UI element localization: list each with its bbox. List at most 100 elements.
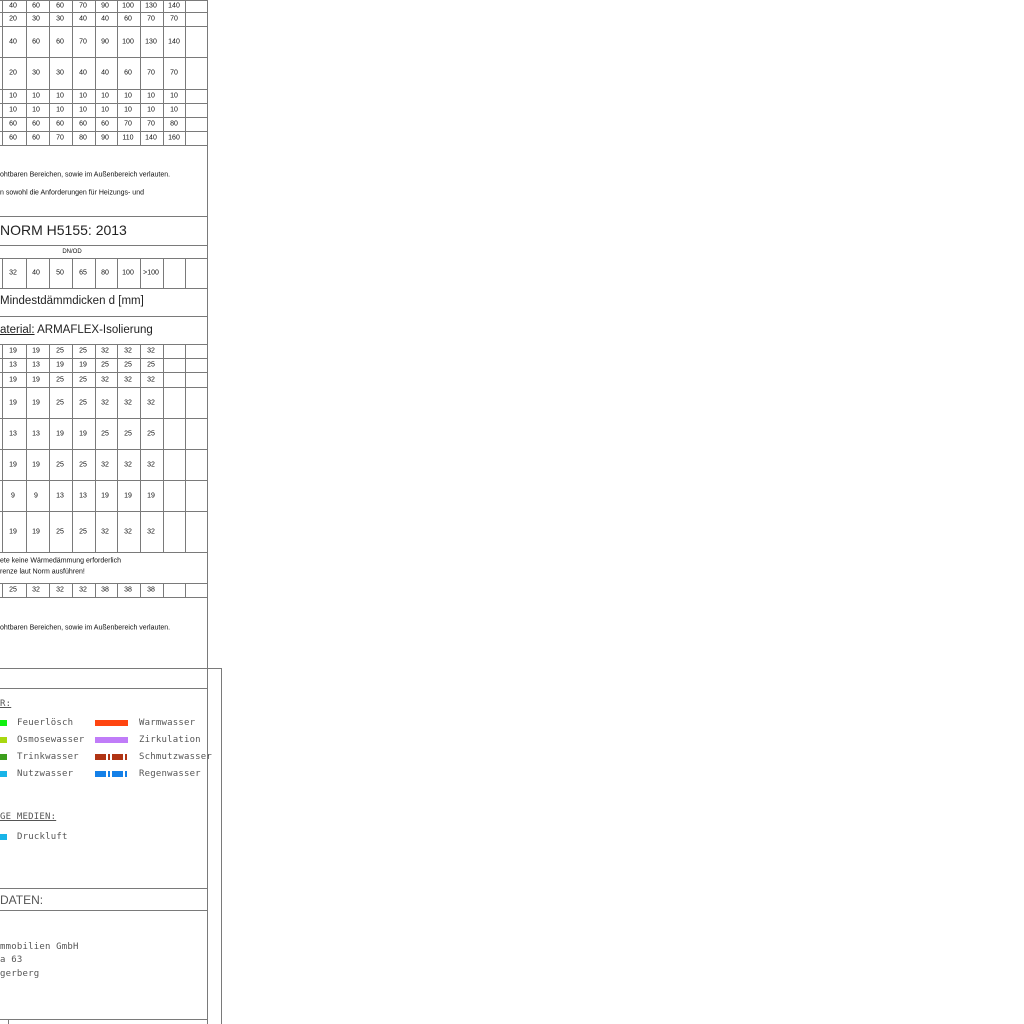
table-cell: 70 <box>56 134 64 142</box>
min-thickness-label: Mindestdämmdicken d [mm] <box>0 295 144 307</box>
horizontal-line <box>0 89 208 90</box>
vertical-line <box>95 0 96 145</box>
vertical-line <box>185 583 186 597</box>
table-cell: 32 <box>9 269 17 277</box>
legend-label: Warmwasser <box>139 718 196 728</box>
legend-swatch <box>0 737 7 743</box>
vertical-line <box>185 258 186 288</box>
horizontal-line <box>0 387 208 388</box>
vertical-line <box>49 583 50 597</box>
table-cell: 19 <box>32 399 40 406</box>
table-cell: 25 <box>79 347 87 355</box>
table-cell: 70 <box>79 38 87 45</box>
client-city: gerberg <box>0 969 40 979</box>
table-cell: 19 <box>32 461 40 468</box>
horizontal-line <box>0 103 208 104</box>
table-cell: 25 <box>56 399 64 406</box>
vertical-line <box>26 583 27 597</box>
table-cell: 19 <box>9 461 17 468</box>
vertical-line <box>49 258 50 288</box>
other-media-header: GE MEDIEN: <box>0 812 57 822</box>
horizontal-line <box>0 418 208 419</box>
table-cell: 25 <box>101 361 109 369</box>
table-cell: 60 <box>124 15 132 23</box>
vertical-line <box>95 583 96 597</box>
material-label: aterial: <box>0 324 35 336</box>
legend-swatch <box>0 720 7 726</box>
table-cell: 25 <box>79 461 87 468</box>
table-cell: 10 <box>56 92 64 100</box>
horizontal-line <box>0 145 208 146</box>
table-cell: 10 <box>9 92 17 100</box>
horizontal-line <box>0 26 208 27</box>
table-cell: 25 <box>147 361 155 369</box>
table-cell: 25 <box>79 528 87 535</box>
client-street: a 63 <box>0 955 23 965</box>
legend-label: Regenwasser <box>139 769 201 779</box>
legend-label: Nutzwasser <box>17 769 74 779</box>
vertical-line <box>72 258 73 288</box>
table-cell: 30 <box>32 15 40 23</box>
vertical-line <box>2 344 3 552</box>
legend-label: Druckluft <box>17 832 68 842</box>
legend-label: Schmutzwasser <box>139 752 213 762</box>
vertical-line <box>140 0 141 145</box>
vertical-line <box>117 344 118 552</box>
table-cell: 10 <box>32 106 40 114</box>
material-value: ARMAFLEX-Isolierung <box>37 324 153 336</box>
table-cell: 80 <box>79 134 87 142</box>
table-cell: 60 <box>56 2 64 10</box>
horizontal-line <box>0 688 208 689</box>
table-cell: 25 <box>124 361 132 369</box>
horizontal-line <box>0 358 208 359</box>
table-cell: 10 <box>32 92 40 100</box>
vertical-line <box>140 344 141 552</box>
table-cell: 140 <box>168 2 180 10</box>
table-cell: 160 <box>168 134 180 142</box>
note-text: ohtbaren Bereichen, sowie im Außenbereic… <box>0 624 171 632</box>
table-cell: 32 <box>147 528 155 535</box>
vertical-line <box>163 0 164 145</box>
table-cell: 32 <box>124 376 132 383</box>
table-cell: 9 <box>34 492 38 499</box>
table-cell: 10 <box>147 106 155 114</box>
vertical-line <box>140 583 141 597</box>
legend-swatch <box>0 754 7 760</box>
table-cell: 60 <box>56 120 64 128</box>
table-cell: 13 <box>9 361 17 369</box>
horizontal-line <box>0 511 208 512</box>
table-cell: 13 <box>32 361 40 369</box>
vertical-line <box>72 0 73 145</box>
table-cell: 65 <box>79 269 87 277</box>
vertical-line <box>117 0 118 145</box>
horizontal-line <box>0 480 208 481</box>
table-cell: 25 <box>56 376 64 383</box>
table-cell: 80 <box>101 269 109 277</box>
table-cell: 60 <box>32 120 40 128</box>
table-cell: 20 <box>9 15 17 23</box>
horizontal-line <box>0 245 208 246</box>
table-cell: 25 <box>79 376 87 383</box>
vertical-line <box>72 344 73 552</box>
table-cell: 19 <box>79 430 87 437</box>
table-cell: 30 <box>56 15 64 23</box>
horizontal-line <box>0 57 208 58</box>
table-cell: 100 <box>122 38 134 45</box>
legend-line-sample <box>95 754 128 760</box>
horizontal-line <box>0 888 208 889</box>
table-cell: >100 <box>143 269 159 277</box>
vertical-line <box>2 583 3 597</box>
table-cell: 100 <box>122 269 134 277</box>
table-cell: 19 <box>101 492 109 499</box>
table-cell: 60 <box>9 134 17 142</box>
table-cell: 19 <box>32 528 40 535</box>
legend-swatch <box>0 834 7 840</box>
horizontal-line <box>0 131 208 132</box>
table-cell: 25 <box>56 347 64 355</box>
table-cell: 10 <box>170 106 178 114</box>
table-cell: 10 <box>101 92 109 100</box>
vertical-line <box>2 0 3 145</box>
table-cell: 70 <box>170 69 178 77</box>
table-cell: 32 <box>147 347 155 355</box>
dn-header: DN/OD <box>62 249 82 255</box>
